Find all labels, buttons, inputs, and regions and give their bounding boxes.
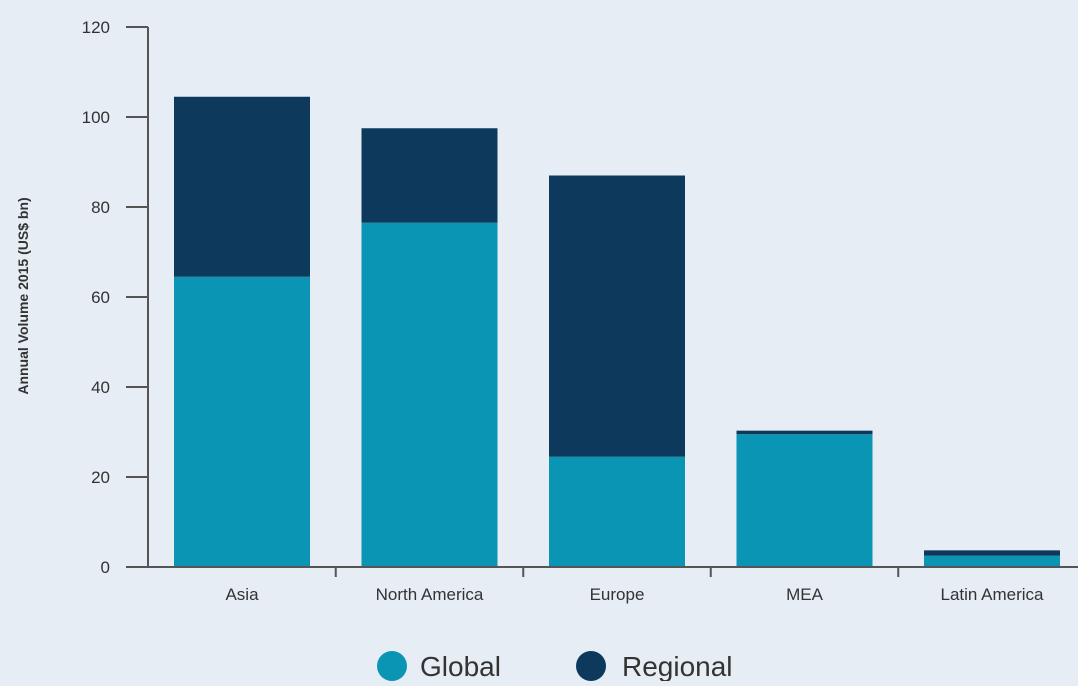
- legend: Global Regional: [377, 651, 733, 682]
- y-tick-label: 100: [82, 108, 110, 127]
- y-tick-label: 0: [101, 558, 110, 577]
- legend-marker-regional: [576, 651, 606, 681]
- bar-global-asia: [174, 276, 310, 567]
- y-tick-label: 60: [91, 288, 110, 307]
- y-tick-label: 20: [91, 468, 110, 487]
- y-tick-label: 120: [82, 18, 110, 37]
- x-tick-label: Asia: [225, 585, 259, 604]
- bar-global-mea: [736, 434, 873, 567]
- y-axis-title-group: Annual Volume 2015 (US$ bn): [15, 197, 31, 394]
- bar-regional-asia: [174, 96, 310, 277]
- bar-regional-north-america: [361, 128, 498, 223]
- bar-global-latin-america: [924, 555, 1060, 567]
- bar-global-europe: [549, 456, 685, 567]
- x-tick-label: Europe: [590, 585, 645, 604]
- y-tick-label: 40: [91, 378, 110, 397]
- legend-marker-global: [377, 651, 407, 681]
- x-tick-label: MEA: [786, 585, 824, 604]
- legend-label-global: Global: [420, 651, 501, 681]
- x-tick-label: North America: [376, 585, 484, 604]
- legend-label-regional: Regional: [622, 651, 733, 681]
- y-tick-label: 80: [91, 198, 110, 217]
- bar-regional-latin-america: [924, 550, 1060, 556]
- x-tick-label: Latin America: [941, 585, 1045, 604]
- x-labels: Asia North America Europe MEA Latin America: [225, 585, 1044, 604]
- bar-global-north-america: [361, 222, 498, 567]
- bar-regional-mea: [736, 430, 873, 435]
- y-ticks: 0 20 40 60 80 100 120: [82, 18, 148, 577]
- bars: [174, 96, 1060, 567]
- y-axis-title: Annual Volume 2015 (US$ bn): [15, 197, 31, 394]
- bar-regional-europe: [549, 175, 685, 457]
